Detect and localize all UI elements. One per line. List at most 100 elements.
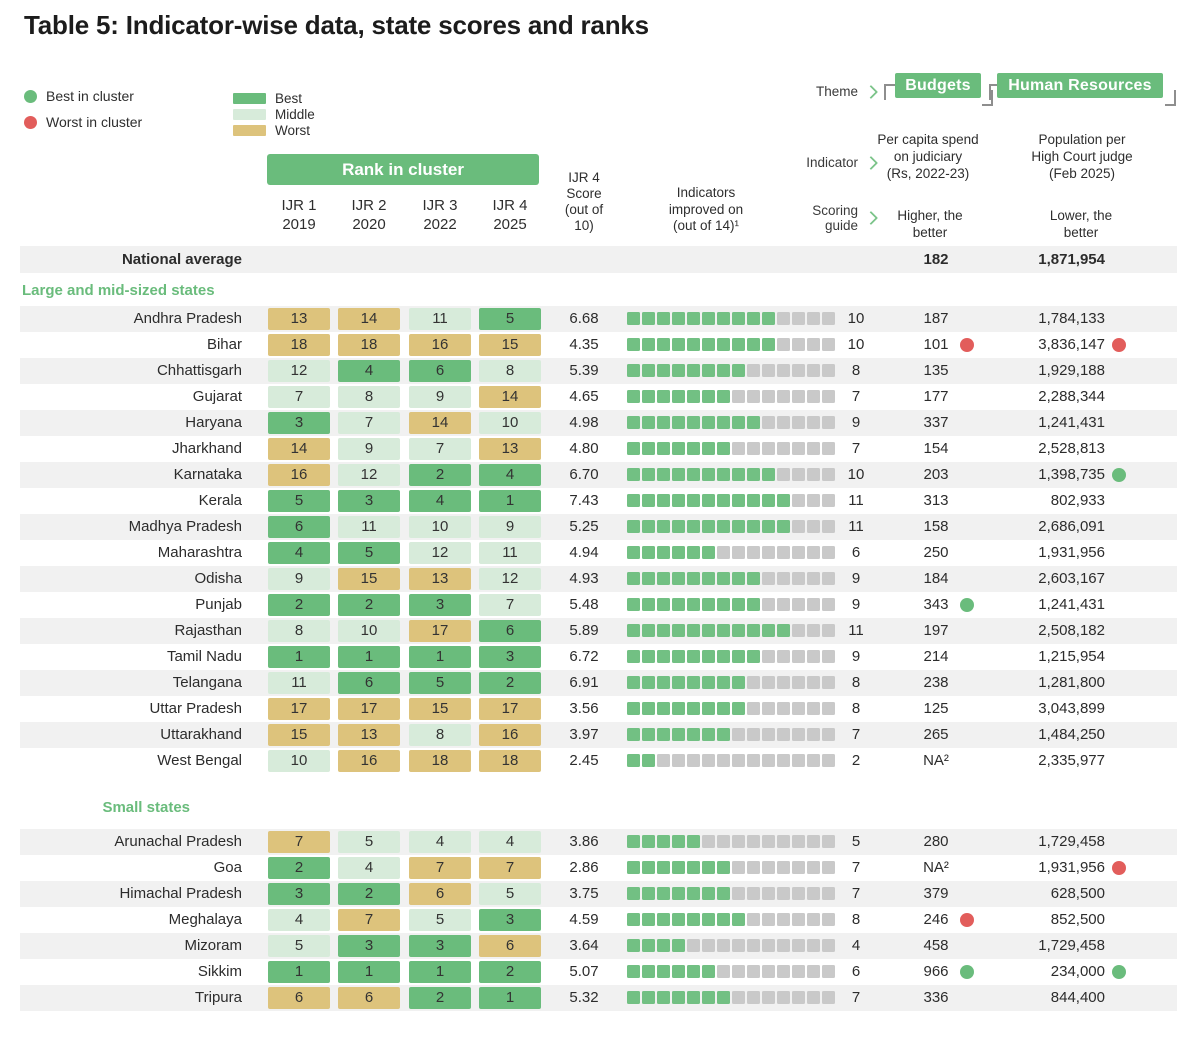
improved-square xyxy=(657,442,670,455)
improved-square xyxy=(642,991,655,1004)
improved-square xyxy=(732,520,745,533)
improved-square xyxy=(807,939,820,952)
improved-square xyxy=(807,702,820,715)
improved-square xyxy=(732,887,745,900)
ijr4-score: 3.56 xyxy=(569,700,599,717)
improved-square xyxy=(627,965,640,978)
rank-cell: 2 xyxy=(268,594,330,616)
improved-square xyxy=(762,624,775,637)
improved-square xyxy=(717,939,730,952)
improved-square xyxy=(702,624,715,637)
improved-square xyxy=(672,835,685,848)
improved-square xyxy=(807,546,820,559)
improved-square xyxy=(792,416,805,429)
improved-square xyxy=(822,546,835,559)
rank-cell: 4 xyxy=(479,464,541,486)
improved-square xyxy=(672,861,685,874)
best-in-cluster-dot xyxy=(1112,468,1126,482)
state-row: Kerala 5 3 4 1 7.43 11 313 802,933 xyxy=(20,488,1177,514)
state-name: Bihar xyxy=(206,336,242,353)
improved-square xyxy=(732,572,745,585)
improved-square xyxy=(777,913,790,926)
improved-strip xyxy=(627,887,835,900)
improved-square xyxy=(732,939,745,952)
rank-cell: 7 xyxy=(268,386,330,408)
improved-square xyxy=(762,520,775,533)
improved-square xyxy=(642,913,655,926)
worst-swatch-icon xyxy=(233,124,266,136)
state-row: Arunachal Pradesh 7 5 4 4 3.86 5 280 1,729,458 xyxy=(20,829,1177,855)
improved-square xyxy=(672,338,685,351)
improved-square xyxy=(702,312,715,325)
improved-square xyxy=(627,494,640,507)
ijr4-score: 5.48 xyxy=(569,596,599,613)
improved-count: 4 xyxy=(851,937,861,954)
improved-square xyxy=(642,364,655,377)
improved-square xyxy=(672,676,685,689)
best-in-cluster-dot xyxy=(1112,965,1126,979)
state-row: Jharkhand 14 9 7 13 4.80 7 154 2,528,813 xyxy=(20,436,1177,462)
improved-square xyxy=(732,598,745,611)
population-value: 3,043,899 xyxy=(1038,700,1105,717)
improved-square xyxy=(657,494,670,507)
national-average-per-capita: 182 xyxy=(923,251,949,268)
improved-square xyxy=(672,312,685,325)
improved-square xyxy=(657,338,670,351)
improved-square xyxy=(687,598,700,611)
improved-square xyxy=(732,676,745,689)
rank-cell: 4 xyxy=(409,490,471,512)
improved-count: 2 xyxy=(851,752,861,769)
improved-square xyxy=(732,754,745,767)
ijr4-score: 6.72 xyxy=(569,648,599,665)
indicator-header-per-capita-spend: Per capita spend on judiciary (Rs, 2022-… xyxy=(877,132,979,181)
worst-in-cluster-icon xyxy=(24,115,37,129)
improved-square xyxy=(792,965,805,978)
improved-square xyxy=(672,754,685,767)
improved-strip xyxy=(627,991,835,1004)
rank-cell: 13 xyxy=(268,308,330,330)
improved-square xyxy=(717,991,730,1004)
improved-square xyxy=(777,991,790,1004)
rank-cell: 5 xyxy=(268,490,330,512)
improved-square xyxy=(807,494,820,507)
state-name: Jharkhand xyxy=(171,440,242,457)
population-value: 1,729,458 xyxy=(1038,937,1105,954)
improved-square xyxy=(672,702,685,715)
table-title: Table 5: Indicator-wise data, state scor… xyxy=(24,10,649,40)
improved-square xyxy=(777,442,790,455)
improved-square xyxy=(642,835,655,848)
improved-square xyxy=(792,835,805,848)
improved-square xyxy=(762,913,775,926)
state-row: Meghalaya 4 7 5 3 4.59 8 246 852,500 xyxy=(20,907,1177,933)
improved-square xyxy=(687,546,700,559)
rank-cell: 16 xyxy=(338,750,400,772)
improved-square xyxy=(717,702,730,715)
improved-count: 9 xyxy=(851,570,861,587)
worst-in-cluster-dot xyxy=(1112,338,1126,352)
per-capita-value: NA² xyxy=(923,752,949,769)
per-capita-value: 250 xyxy=(923,544,949,561)
ijr4-score: 2.45 xyxy=(569,752,599,769)
improved-square xyxy=(777,546,790,559)
rank-in-cluster-header: Rank in cluster xyxy=(267,154,539,185)
improved-square xyxy=(717,887,730,900)
legend-rank-middle-label: Middle xyxy=(275,106,315,122)
rank-cell: 10 xyxy=(479,412,541,434)
improved-square xyxy=(627,520,640,533)
theme-badge-budgets: Budgets xyxy=(895,73,981,98)
improved-square xyxy=(732,991,745,1004)
improved-square xyxy=(792,624,805,637)
population-value: 1,931,956 xyxy=(1038,544,1105,561)
improved-square xyxy=(747,754,760,767)
rank-cell: 5 xyxy=(338,542,400,564)
ijr4-score: 4.93 xyxy=(569,570,599,587)
improved-square xyxy=(807,754,820,767)
rank-cell: 11 xyxy=(479,542,541,564)
improved-square xyxy=(702,939,715,952)
improved-square xyxy=(717,728,730,741)
per-capita-value: 280 xyxy=(923,833,949,850)
improved-count: 10 xyxy=(847,310,865,327)
improved-square xyxy=(657,416,670,429)
population-value: 3,836,147 xyxy=(1038,336,1105,353)
improved-square xyxy=(672,546,685,559)
